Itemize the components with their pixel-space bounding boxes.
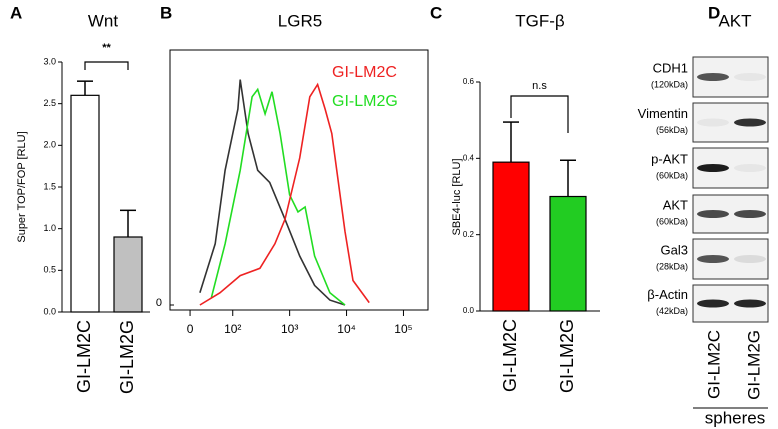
- y-tick-label: 0.2: [463, 230, 475, 239]
- y-tick-label: 1.5: [43, 181, 56, 191]
- band: [734, 118, 766, 127]
- y-axis-label: SBE4-luc [RLU]: [451, 158, 463, 235]
- y-tick-label: 0.5: [43, 265, 56, 275]
- panel-letter: A: [10, 3, 22, 22]
- panel-title: TGF-β: [515, 11, 565, 30]
- protein-label: p-AKT: [651, 151, 688, 166]
- band: [697, 73, 729, 81]
- protein-size: (60kDa): [656, 170, 688, 180]
- protein-size: (56kDa): [656, 125, 688, 135]
- lane-label: GI-LM2G: [744, 330, 763, 400]
- histogram-line: [210, 87, 346, 306]
- panel-title: Wnt: [88, 11, 119, 30]
- panel-title: LGR5: [278, 11, 322, 30]
- x-tick-label: GI-LM2G: [557, 319, 577, 393]
- legend-label: GI-LM2G: [332, 93, 398, 110]
- group-label: spheres: [705, 408, 765, 427]
- x-tick-label: 10²: [224, 322, 241, 336]
- y-tick-label: 0.0: [43, 306, 56, 316]
- histogram-line: [199, 82, 370, 306]
- bar: [113, 236, 143, 313]
- panel-letter: D: [708, 3, 720, 22]
- y-tick-label: 0: [156, 297, 162, 309]
- x-tick-label: 10⁴: [337, 322, 356, 336]
- x-tick-label: GI-LM2G: [117, 320, 137, 394]
- bar: [549, 195, 587, 312]
- band: [734, 255, 766, 263]
- protein-size: (120kDa): [651, 79, 688, 89]
- bar: [492, 161, 530, 312]
- band: [697, 118, 729, 127]
- y-tick-label: 0.0: [463, 306, 475, 315]
- y-tick-label: 0.4: [463, 153, 475, 162]
- x-tick-label: GI-LM2C: [500, 319, 520, 392]
- lane-label: GI-LM2C: [704, 330, 723, 399]
- band: [697, 210, 729, 218]
- band: [697, 164, 729, 172]
- legend-label: GI-LM2C: [332, 64, 397, 81]
- protein-label: AKT: [663, 197, 688, 212]
- y-tick-label: 3.0: [43, 56, 56, 66]
- x-tick-label: 10⁵: [394, 322, 412, 336]
- protein-size: (42kDa): [656, 306, 688, 316]
- protein-label: CDH1: [653, 60, 688, 75]
- protein-label: Vimentin: [638, 106, 688, 121]
- protein-size: (28kDa): [656, 261, 688, 271]
- significance-bracket: [84, 61, 129, 70]
- panel-letter: C: [430, 3, 442, 22]
- panel-letter: B: [160, 3, 172, 22]
- significance-label: n.s: [532, 80, 547, 92]
- band: [734, 210, 766, 218]
- protein-size: (60kDa): [656, 216, 688, 226]
- y-tick-label: 2.5: [43, 98, 56, 108]
- protein-label: Gal3: [661, 242, 688, 257]
- protein-label: β-Actin: [647, 287, 688, 302]
- significance-bracket: [510, 95, 569, 133]
- histogram-line: [199, 79, 346, 306]
- y-axis-label: Super TOP/FOP [RLU]: [16, 131, 28, 242]
- plot-frame: [169, 49, 429, 311]
- band: [734, 73, 766, 81]
- panel-title: AKT: [718, 11, 751, 30]
- bar: [70, 94, 100, 313]
- x-tick-label: GI-LM2C: [74, 320, 94, 393]
- band: [734, 299, 766, 308]
- band: [734, 164, 766, 172]
- band: [697, 255, 729, 263]
- y-tick-label: 1.0: [43, 223, 56, 233]
- x-tick-label: 0: [187, 322, 194, 336]
- y-tick-label: 0.6: [463, 77, 475, 86]
- band: [697, 299, 729, 308]
- x-tick-label: 10³: [281, 322, 298, 336]
- y-tick-label: 2.0: [43, 140, 56, 150]
- significance-label: **: [102, 42, 111, 54]
